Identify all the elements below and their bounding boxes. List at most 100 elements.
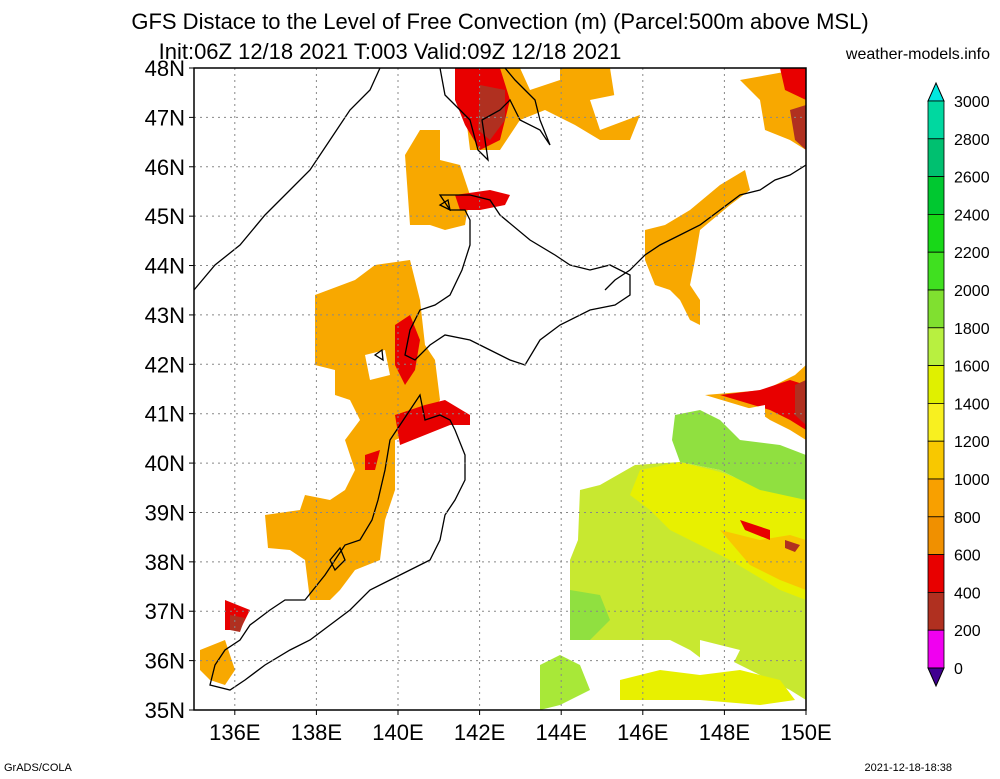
- colorbar-label: 1400: [954, 396, 990, 413]
- colorbar-segment: [927, 251, 945, 291]
- lfc-shading: [200, 68, 806, 710]
- colorbar-label: 200: [954, 623, 981, 640]
- colorbar-segment: [927, 516, 945, 555]
- footer-software: GrADS/COLA: [4, 762, 72, 774]
- colorbar-segment: [927, 327, 945, 366]
- colorbar-segment: [927, 554, 945, 593]
- lat-label: 47N: [145, 105, 185, 130]
- lat-label: 45N: [145, 204, 185, 229]
- colorbar-label: 1000: [954, 472, 990, 489]
- colorbar-bottom-arrow: [927, 667, 945, 688]
- colorbar-segment: [927, 478, 945, 518]
- shade-south-green2: [540, 655, 590, 710]
- latitude-labels: 48N 47N 46N 45N 44N 43N 42N 41N 40N 39N 38N 37N 36N 3…: [145, 56, 194, 723]
- colorbar-segment: [927, 365, 945, 404]
- longitude-labels: 136E 138E 140E 142E 144E 146E 148E 150E: [209, 710, 832, 745]
- shade-red-7: [740, 520, 770, 540]
- coast-asia-mainland: [194, 68, 381, 291]
- shade-south-green: [570, 590, 610, 640]
- shade-kuril-orange: [645, 170, 750, 325]
- colorbar-segment: [927, 440, 945, 480]
- shade-east-orange2: [720, 530, 806, 590]
- colorbar-segment: [927, 289, 945, 329]
- grid-lines: [194, 68, 806, 710]
- colorbar-label: 2400: [954, 207, 990, 224]
- lat-label: 38N: [145, 550, 185, 575]
- coast-sado: [329, 546, 346, 572]
- colorbar-label: 2800: [954, 132, 990, 149]
- chart-title: GFS Distace to the Level of Free Convect…: [131, 9, 869, 34]
- shade-sw-orange: [200, 640, 235, 685]
- lon-label: 146E: [617, 720, 668, 745]
- map-frame: [193, 67, 807, 711]
- coast-kuril: [604, 164, 806, 291]
- colorbar-label: 1800: [954, 321, 990, 338]
- colorbar-segment: [927, 138, 945, 178]
- colorbar: 3000280026002400220020001800160014001200…: [927, 81, 990, 688]
- shade-gap-1: [365, 350, 390, 380]
- shade-brown-2: [790, 105, 806, 150]
- lat-label: 42N: [145, 352, 185, 377]
- lat-label: 36N: [145, 649, 185, 674]
- colorbar-label: 800: [954, 510, 981, 527]
- colorbar-segment: [927, 592, 945, 631]
- colorbar-label: 2600: [954, 170, 990, 187]
- lat-label: 44N: [145, 254, 185, 279]
- lat-label: 46N: [145, 155, 185, 180]
- colorbar-label: 1600: [954, 359, 990, 376]
- shade-red-9: [365, 450, 380, 470]
- colorbar-segment: [927, 402, 945, 442]
- colorbar-label: 1200: [954, 434, 990, 451]
- colorbar-segment: [927, 629, 945, 669]
- lon-label: 150E: [780, 720, 831, 745]
- coastlines: [194, 68, 806, 691]
- lon-label: 138E: [291, 720, 342, 745]
- site-credit: weather-models.info: [845, 46, 990, 63]
- shade-south-yellow: [620, 670, 795, 705]
- shade-gap-3: [520, 68, 560, 90]
- lat-label: 41N: [145, 402, 185, 427]
- colorbar-label: 3000: [954, 94, 990, 111]
- lon-label: 144E: [536, 720, 587, 745]
- lon-label: 148E: [699, 720, 750, 745]
- shade-gap-4: [590, 90, 640, 130]
- shade-brown-3: [795, 380, 806, 425]
- colorbar-label: 2000: [954, 283, 990, 300]
- lat-label: 35N: [145, 698, 185, 723]
- shade-red-5: [780, 68, 806, 100]
- shade-north-orange: [405, 130, 470, 230]
- colorbar-label: 2200: [954, 245, 990, 262]
- lat-label: 43N: [145, 303, 185, 328]
- coast-hokkaido: [404, 194, 631, 366]
- coast-rishiri: [438, 198, 451, 212]
- coast-honshu: [209, 393, 466, 691]
- shade-brown-4: [230, 615, 245, 632]
- colorbar-segment: [927, 100, 945, 140]
- lat-label: 40N: [145, 451, 185, 476]
- colorbar-label: 400: [954, 585, 981, 602]
- lon-label: 140E: [372, 720, 423, 745]
- colorbar-segment: [927, 176, 945, 215]
- coast-sakhalin: [439, 68, 551, 162]
- shade-brown-1: [478, 85, 505, 140]
- shade-east-green: [672, 410, 806, 500]
- colorbar-segment: [927, 213, 945, 253]
- shade-red-6: [720, 380, 806, 430]
- shade-gap-5: [700, 640, 740, 670]
- lon-label: 142E: [454, 720, 505, 745]
- shade-brown-5: [785, 540, 800, 552]
- footer-timestamp: 2021-12-18-18:38: [864, 762, 952, 774]
- lon-label: 136E: [209, 720, 260, 745]
- colorbar-top-arrow: [927, 81, 945, 102]
- lat-label: 39N: [145, 500, 185, 525]
- lat-label: 48N: [145, 56, 185, 81]
- shade-red-1: [395, 400, 470, 445]
- coast-okushiri: [373, 348, 384, 362]
- colorbar-label: 0: [954, 661, 963, 678]
- lat-label: 37N: [145, 599, 185, 624]
- chart-subtitle: Init:06Z 12/18 2021 T:003 Valid:09Z 12/1…: [158, 39, 622, 64]
- shade-red-2: [395, 315, 420, 385]
- colorbar-label: 600: [954, 548, 981, 565]
- shade-gap-2: [740, 405, 765, 440]
